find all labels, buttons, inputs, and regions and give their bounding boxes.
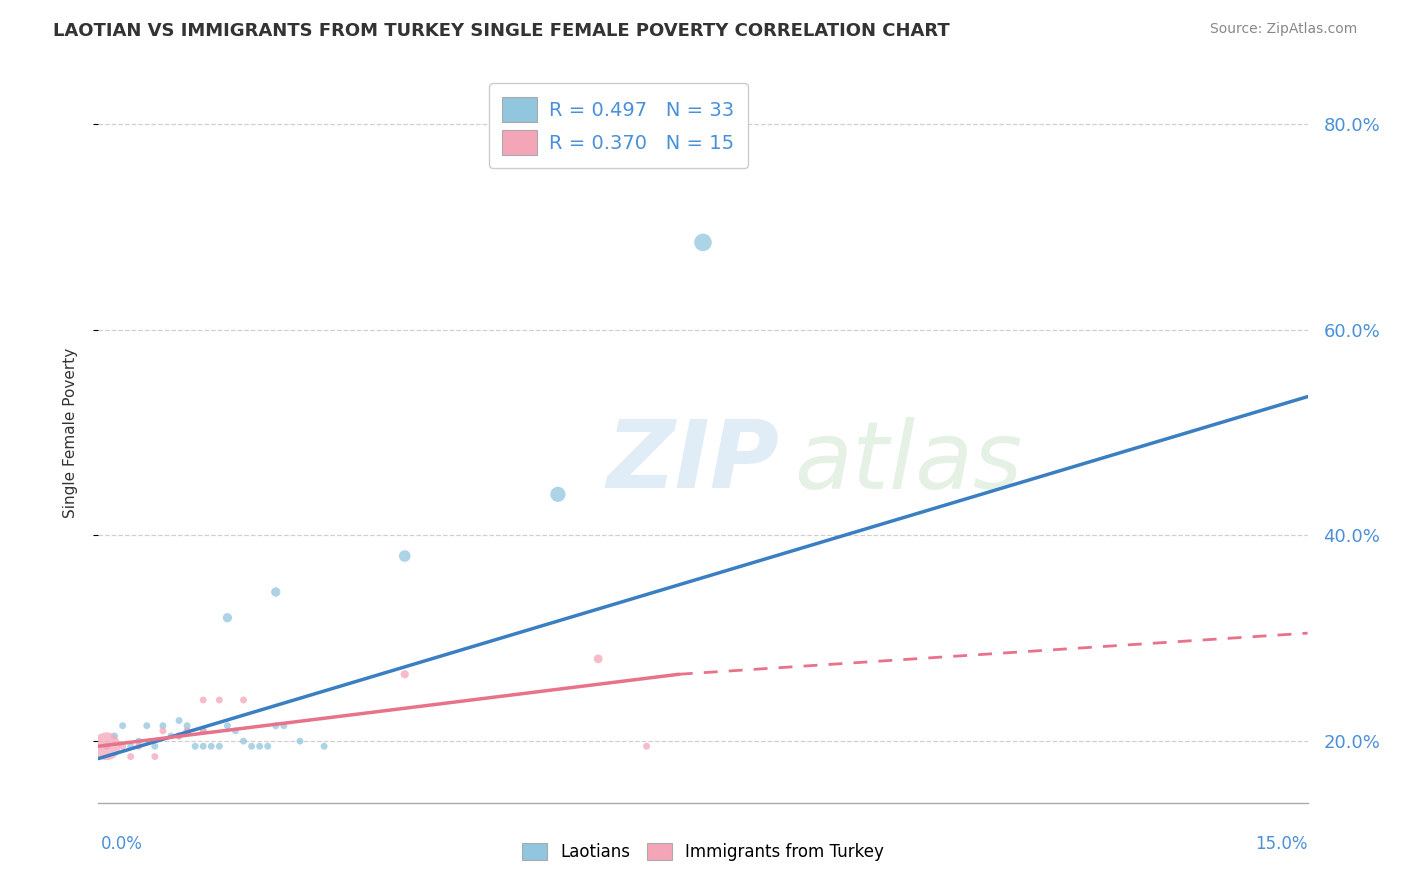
Point <box>273 719 295 733</box>
Text: 0.0%: 0.0% <box>101 835 143 853</box>
Y-axis label: Single Female Poverty: Single Female Poverty <box>63 348 77 517</box>
Point <box>200 739 222 754</box>
Point <box>636 739 658 754</box>
Point <box>224 723 246 738</box>
Point <box>176 723 198 738</box>
Point <box>208 693 231 707</box>
Point <box>128 734 150 748</box>
Point <box>394 549 416 563</box>
Point <box>128 739 150 754</box>
Point <box>264 585 287 599</box>
Point <box>217 719 239 733</box>
Point <box>547 487 569 501</box>
Point <box>96 739 118 754</box>
Point <box>692 235 714 250</box>
Point <box>586 652 609 666</box>
Point <box>232 693 254 707</box>
Point <box>249 739 271 754</box>
Point <box>184 739 207 754</box>
Point <box>176 719 198 733</box>
Point <box>103 729 125 743</box>
Legend: R = 0.497   N = 33, R = 0.370   N = 15: R = 0.497 N = 33, R = 0.370 N = 15 <box>489 83 748 169</box>
Point <box>111 719 134 733</box>
Point <box>314 739 336 754</box>
Point <box>208 739 231 754</box>
Point <box>167 729 190 743</box>
Point <box>143 739 166 754</box>
Point <box>193 693 215 707</box>
Point <box>193 739 215 754</box>
Point <box>256 739 278 754</box>
Text: LAOTIAN VS IMMIGRANTS FROM TURKEY SINGLE FEMALE POVERTY CORRELATION CHART: LAOTIAN VS IMMIGRANTS FROM TURKEY SINGLE… <box>53 22 950 40</box>
Point <box>120 749 142 764</box>
Point <box>193 723 215 738</box>
Point <box>394 667 416 681</box>
Point <box>167 714 190 728</box>
Point <box>135 719 157 733</box>
Point <box>120 739 142 754</box>
Text: ZIP: ZIP <box>606 417 779 508</box>
Point <box>232 734 254 748</box>
Point <box>111 739 134 754</box>
Text: Source: ZipAtlas.com: Source: ZipAtlas.com <box>1209 22 1357 37</box>
Point <box>143 749 166 764</box>
Point <box>152 719 174 733</box>
Point <box>193 723 215 738</box>
Point <box>176 723 198 738</box>
Point <box>264 719 287 733</box>
Text: atlas: atlas <box>793 417 1022 508</box>
Legend: Laotians, Immigrants from Turkey: Laotians, Immigrants from Turkey <box>515 836 891 868</box>
Point <box>96 739 118 754</box>
Point <box>240 739 263 754</box>
Point <box>160 729 183 743</box>
Point <box>167 729 190 743</box>
Text: 15.0%: 15.0% <box>1256 835 1308 853</box>
Point <box>152 723 174 738</box>
Point <box>288 734 311 748</box>
Point <box>217 610 239 624</box>
